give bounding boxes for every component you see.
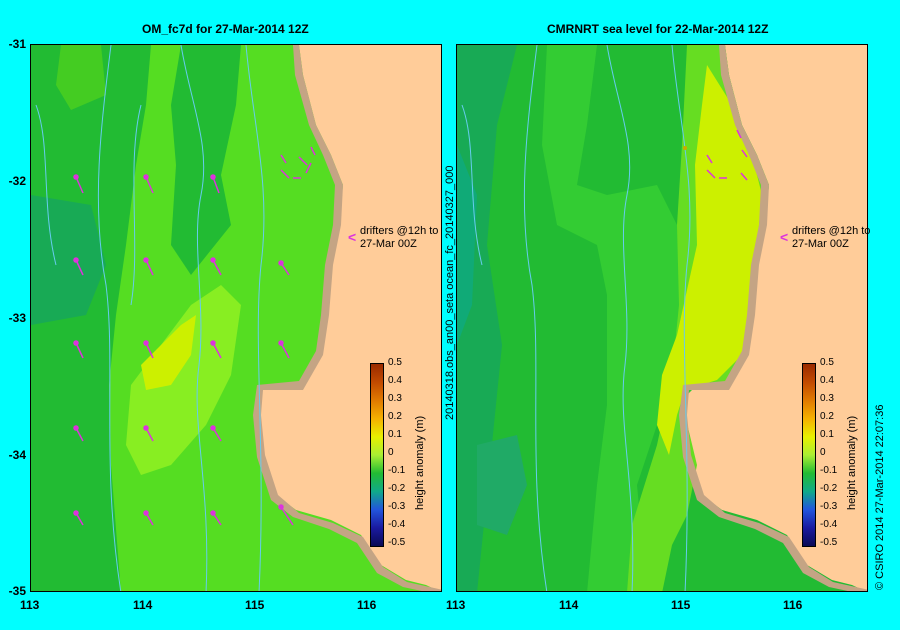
cbar-tick: 0.1 xyxy=(820,429,834,440)
cbar-tick: 0 xyxy=(388,447,394,458)
left-colorbar-label: height anomaly (m) xyxy=(414,415,426,510)
drifter-line1: drifters @12h to xyxy=(360,225,439,237)
right-x-tick-label: 114 xyxy=(559,598,579,612)
cbar-tick: -0.1 xyxy=(388,465,406,476)
drifter-line1: drifters @12h to xyxy=(792,225,871,237)
right-map-panel[interactable] xyxy=(456,44,868,592)
left-x-tick-label: 116 xyxy=(357,598,377,612)
cbar-tick: -0.5 xyxy=(388,537,406,548)
left-drifter-arrow-icon: < xyxy=(348,229,357,245)
left-colorbar-ticks: 0.5 0.4 0.3 0.2 0.1 0 -0.1 -0.2 -0.3 -0.… xyxy=(388,357,418,557)
right-panel-title: CMRNRT sea level for 22-Mar-2014 12Z xyxy=(547,22,769,36)
cbar-tick: -0.4 xyxy=(388,519,406,530)
right-drifter-legend: drifters @12h to 27-Mar 00Z xyxy=(792,225,870,251)
cbar-tick: 0.4 xyxy=(820,375,834,386)
cbar-tick: -0.3 xyxy=(388,501,406,512)
left-x-tick-label: 114 xyxy=(133,598,153,612)
cbar-tick: 0 xyxy=(820,447,826,458)
y-tick-label: -33 xyxy=(8,311,26,325)
drifter-line2: 27-Mar 00Z xyxy=(360,238,417,250)
left-map-panel[interactable] xyxy=(30,44,442,592)
cbar-tick: -0.3 xyxy=(820,501,838,512)
y-tick-label: -32 xyxy=(8,174,26,188)
right-colorbar xyxy=(802,363,816,547)
cbar-tick: 0.5 xyxy=(820,357,834,368)
right-x-tick-label: 115 xyxy=(671,598,691,612)
cbar-tick: -0.2 xyxy=(388,483,406,494)
left-panel-title: OM_fc7d for 27-Mar-2014 12Z xyxy=(142,22,309,36)
left-x-tick-label: 115 xyxy=(245,598,265,612)
right-x-tick-label: 113 xyxy=(446,598,466,612)
cbar-tick: -0.5 xyxy=(820,537,838,548)
cbar-tick: 0.5 xyxy=(388,357,402,368)
y-tick-label: -31 xyxy=(8,37,26,51)
right-drifter-arrow-icon: < xyxy=(780,229,789,245)
left-drifter-legend: drifters @12h to 27-Mar 00Z xyxy=(360,225,438,251)
drifter-line2: 27-Mar 00Z xyxy=(792,238,849,250)
left-colorbar xyxy=(370,363,384,547)
cbar-tick: 0.1 xyxy=(388,429,402,440)
copyright-label: © CSIRO 2014 27-Mar-2014 22:07:36 xyxy=(874,404,886,590)
right-x-tick-label: 116 xyxy=(783,598,803,612)
cbar-tick: -0.2 xyxy=(820,483,838,494)
cbar-tick: -0.4 xyxy=(820,519,838,530)
cbar-tick: 0.2 xyxy=(388,411,402,422)
run-id-label: 20140318.obs_an00_seta ocean_fc_20140327… xyxy=(444,165,456,420)
cbar-tick: -0.1 xyxy=(820,465,838,476)
y-tick-label: -35 xyxy=(8,584,26,598)
right-colorbar-ticks: 0.5 0.4 0.3 0.2 0.1 0 -0.1 -0.2 -0.3 -0.… xyxy=(820,357,850,557)
cbar-tick: 0.3 xyxy=(388,393,402,404)
right-colorbar-label: height anomaly (m) xyxy=(846,415,858,510)
left-x-tick-label: 113 xyxy=(20,598,40,612)
cbar-tick: 0.2 xyxy=(820,411,834,422)
y-tick-label: -34 xyxy=(8,448,26,462)
cbar-tick: 0.3 xyxy=(820,393,834,404)
cbar-tick: 0.4 xyxy=(388,375,402,386)
